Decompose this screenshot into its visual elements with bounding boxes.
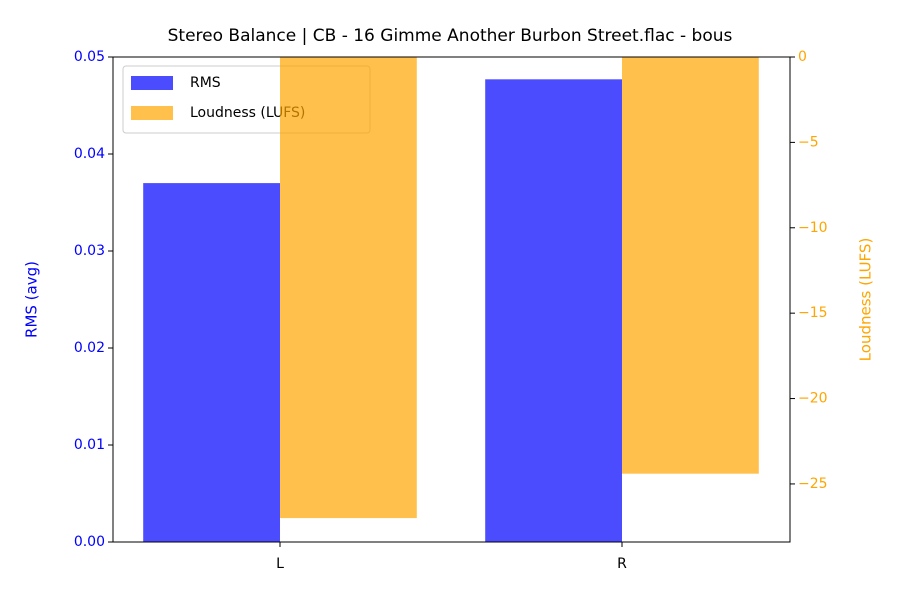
bar (622, 57, 759, 474)
bar (485, 79, 622, 542)
legend-label: Loudness (LUFS) (190, 105, 305, 121)
y2-tick-label: −10 (798, 220, 828, 236)
y2-tick-label: −5 (798, 134, 819, 150)
y-tick-label: 0.01 (74, 437, 105, 453)
y-axis-label: RMS (avg) (23, 261, 41, 338)
x-tick-label: R (617, 556, 627, 572)
bar (280, 57, 417, 519)
y-tick-label: 0.02 (74, 340, 105, 356)
y2-tick-label: −15 (798, 305, 828, 321)
y-tick-label: 0.03 (74, 243, 105, 259)
bar (143, 183, 280, 542)
x-tick-label: L (276, 556, 284, 572)
chart-title: Stereo Balance | CB - 16 Gimme Another B… (168, 26, 733, 46)
y-tick-label: 0.00 (74, 534, 105, 550)
legend-swatch (131, 106, 173, 120)
y2-tick-label: −25 (798, 476, 828, 492)
y-tick-label: 0.05 (74, 49, 105, 65)
legend-swatch (131, 76, 173, 90)
y2-axis-label: Loudness (LUFS) (857, 238, 875, 362)
y2-tick-label: 0 (798, 49, 807, 65)
y-tick-label: 0.04 (74, 146, 105, 162)
plot-frame (112, 56, 791, 543)
legend-label: RMS (190, 75, 221, 91)
y2-tick-label: −20 (798, 391, 828, 407)
